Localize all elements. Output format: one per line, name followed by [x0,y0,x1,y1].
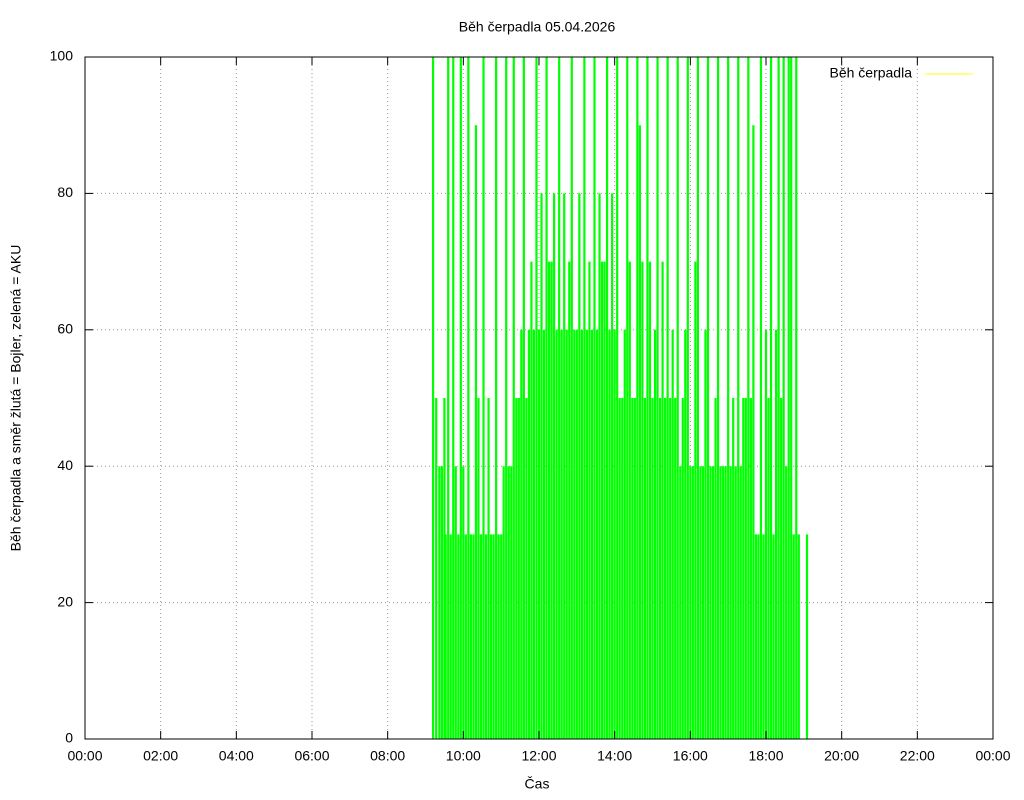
x-tick-label: 22:00 [900,748,935,764]
y-tick-label: 60 [57,321,73,337]
x-tick-label: 16:00 [673,748,708,764]
y-tick-label: 0 [65,730,73,746]
y-tick-label: 80 [57,184,73,200]
x-tick-label: 04:00 [219,748,254,764]
x-tick-label: 08:00 [370,748,405,764]
chart-title: Běh čerpadla 05.04.2026 [459,19,616,35]
x-tick-label: 12:00 [521,748,556,764]
x-axis-label: Čas [525,776,550,792]
y-tick-label: 100 [50,48,74,64]
x-tick-label: 18:00 [748,748,783,764]
y-tick-label: 20 [57,593,73,609]
y-axis-label: Běh čerpadla a směr žlutá = Bojler, zele… [8,245,24,552]
y-tick-label: 40 [57,457,73,473]
x-tick-label: 00:00 [975,748,1010,764]
x-tick-label: 10:00 [446,748,481,764]
plot-area [85,57,993,739]
x-tick-label: 00:00 [67,748,102,764]
x-tick-label: 14:00 [597,748,632,764]
legend-label: Běh čerpadla [829,65,912,81]
x-tick-label: 06:00 [294,748,329,764]
x-tick-label: 20:00 [824,748,859,764]
x-tick-label: 02:00 [143,748,178,764]
